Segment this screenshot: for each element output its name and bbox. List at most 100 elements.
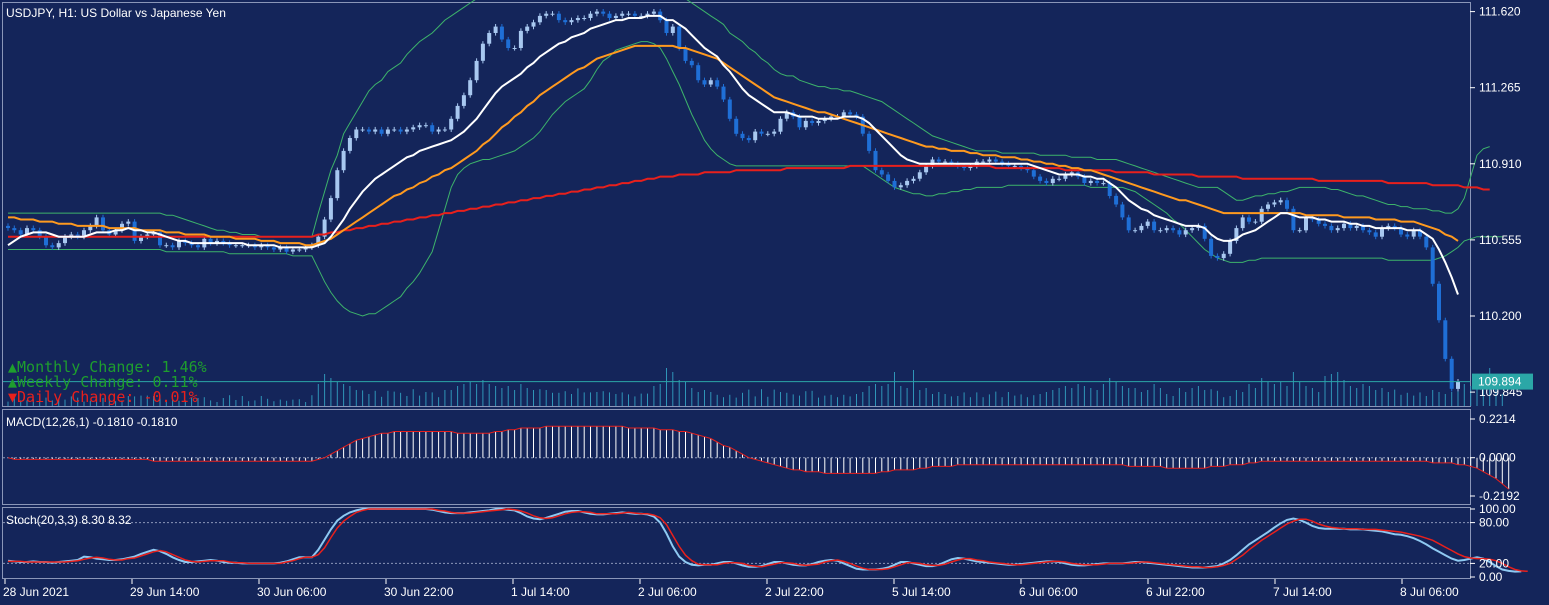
volume-bar xyxy=(533,390,534,406)
volume-bar xyxy=(913,370,914,406)
candle-body xyxy=(765,133,770,135)
volume-bar xyxy=(856,394,857,406)
volume-bar xyxy=(1444,394,1446,406)
volume-bar xyxy=(558,392,560,406)
ma-slow-red-line xyxy=(8,164,1490,238)
volume-bar xyxy=(723,397,724,406)
volume-bar xyxy=(1254,388,1256,406)
candle-body xyxy=(759,131,764,134)
candle-body xyxy=(1278,200,1283,203)
volume-bar xyxy=(792,394,794,406)
volume-bar xyxy=(659,384,661,406)
candle-body xyxy=(278,247,283,250)
candle-body xyxy=(1069,172,1074,175)
volume-bar xyxy=(881,386,883,406)
candle-body xyxy=(1038,176,1043,181)
candle-body xyxy=(645,13,650,16)
volume-bar xyxy=(1115,382,1117,406)
candle-body xyxy=(1437,283,1441,321)
volume-bar xyxy=(849,396,851,406)
volume-bar xyxy=(773,389,775,406)
candle-body xyxy=(398,129,403,132)
candle-body xyxy=(177,240,181,248)
time-tick-label: 30 Jun 22:00 xyxy=(384,585,454,599)
candle-body xyxy=(442,129,447,131)
price-tick-label: 111.265 xyxy=(1479,81,1521,95)
candle-body xyxy=(158,232,162,246)
candle-body xyxy=(797,116,802,128)
volume-bar xyxy=(450,390,452,406)
candle-body xyxy=(1202,225,1207,239)
candle-body xyxy=(1291,208,1296,231)
volume-bar xyxy=(1457,384,1459,406)
volume-bar xyxy=(298,399,300,406)
volume-bar xyxy=(799,395,800,406)
candle-body xyxy=(1443,320,1448,359)
chart-title: USDJPY, H1: US Dollar vs Japanese Yen xyxy=(6,6,226,20)
volume-bar xyxy=(482,380,484,406)
volume-bar xyxy=(108,398,110,406)
volume-bar xyxy=(1381,388,1383,406)
volume-bar xyxy=(995,391,997,406)
candle-body xyxy=(164,245,169,247)
volume-bar xyxy=(786,392,788,406)
candle-body xyxy=(1006,163,1011,166)
candle-body xyxy=(221,240,226,243)
candle-body xyxy=(284,247,289,252)
volume-bar xyxy=(203,397,205,406)
candle-body xyxy=(69,234,74,237)
candle-body xyxy=(113,230,118,235)
volume-bar xyxy=(1337,372,1339,406)
candle-body xyxy=(677,26,682,48)
volume-bar xyxy=(640,393,642,406)
volume-bar xyxy=(761,389,762,406)
volume-bar xyxy=(830,394,832,406)
volume-bar xyxy=(919,390,921,406)
candle-body xyxy=(1145,221,1150,226)
candle-body xyxy=(404,129,409,132)
candle-body xyxy=(449,118,454,130)
volume-bar xyxy=(520,384,522,406)
candle-body xyxy=(518,30,523,48)
volume-bar xyxy=(1096,390,1098,406)
candle-body xyxy=(1133,230,1138,232)
volume-bar xyxy=(229,395,231,406)
volume-bar xyxy=(925,388,927,406)
candle-body xyxy=(854,114,859,117)
candle-body xyxy=(1418,230,1422,237)
time-tick-label: 2 Jul 22:00 xyxy=(765,585,824,599)
volume-bar xyxy=(1178,388,1180,406)
candle-body xyxy=(44,236,48,246)
volume-bar xyxy=(552,392,553,406)
weekly-change-text: Weekly Change: 0.11% xyxy=(17,373,198,391)
volume-bar xyxy=(1166,394,1168,406)
candle-body xyxy=(1399,228,1403,235)
candle-body xyxy=(132,221,137,241)
volume-bar xyxy=(1039,394,1041,406)
candle-body xyxy=(898,185,903,188)
volume-bar xyxy=(590,392,591,406)
candle-body xyxy=(841,112,846,117)
candle-body xyxy=(563,20,568,23)
bollinger-bands xyxy=(8,0,1503,317)
bb-lower-line xyxy=(8,41,1503,317)
candle-body xyxy=(1215,255,1220,258)
volume-bar xyxy=(716,394,718,406)
volume-bar xyxy=(1438,392,1440,406)
volume-bar xyxy=(191,398,193,406)
volume-bar xyxy=(875,384,876,406)
candle-body xyxy=(63,236,67,244)
volume-bar xyxy=(824,395,826,406)
volume-bar xyxy=(672,372,674,406)
candle-body xyxy=(506,39,511,48)
volume-bar xyxy=(1330,374,1332,406)
volume-bar xyxy=(634,396,636,406)
candle-body xyxy=(196,245,200,248)
volume-bar xyxy=(495,386,497,406)
candle-body xyxy=(12,228,17,231)
candle-body xyxy=(1449,358,1454,389)
volume-bar xyxy=(609,392,610,406)
candle-body xyxy=(753,131,758,141)
